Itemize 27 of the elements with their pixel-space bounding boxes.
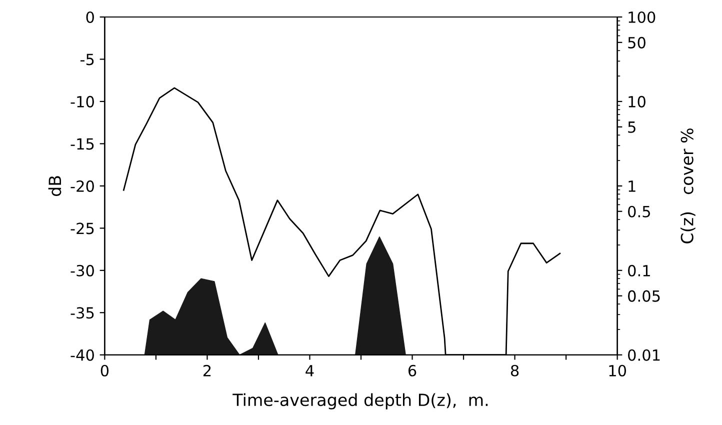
y2-tick-label: 0.5	[628, 206, 650, 218]
y-tick-label: -20	[70, 180, 94, 192]
x-tick-label: 6	[408, 364, 416, 376]
y-axis-title: dB	[48, 176, 62, 196]
y-tick-label: -10	[70, 96, 94, 108]
y-tick-label: -40	[70, 349, 94, 361]
x-tick-label: 0	[100, 364, 109, 376]
y-tick-label: -25	[70, 222, 94, 234]
y-tick-label: -5	[80, 54, 94, 66]
y2-tick-label: 0.01	[628, 349, 660, 361]
x-tick-label: 4	[306, 365, 314, 376]
x-axis-title: Time-averaged depth D(z), m.	[232, 393, 488, 410]
y2-tick-label: 1	[628, 180, 636, 192]
y2-tick-label: 0.1	[628, 264, 650, 276]
x-tick-label: 8	[510, 364, 519, 376]
y-tick-label: -35	[70, 307, 94, 319]
y-tick-label: 0	[86, 11, 94, 24]
y2-tick-label: 5	[628, 122, 636, 133]
y2-tick-label: 10	[628, 96, 646, 108]
y-tick-label: -30	[70, 264, 94, 276]
y2-tick-label: 0.05	[628, 290, 660, 302]
x-tick-label: 2	[203, 364, 211, 376]
y2-axis-title: C(z) cover %	[680, 128, 696, 244]
y2-tick-label: 50	[628, 36, 646, 48]
y2-tick-label: 100	[628, 11, 656, 24]
y-tick-label: -15	[70, 138, 94, 150]
x-tick-label: 10	[609, 364, 626, 376]
